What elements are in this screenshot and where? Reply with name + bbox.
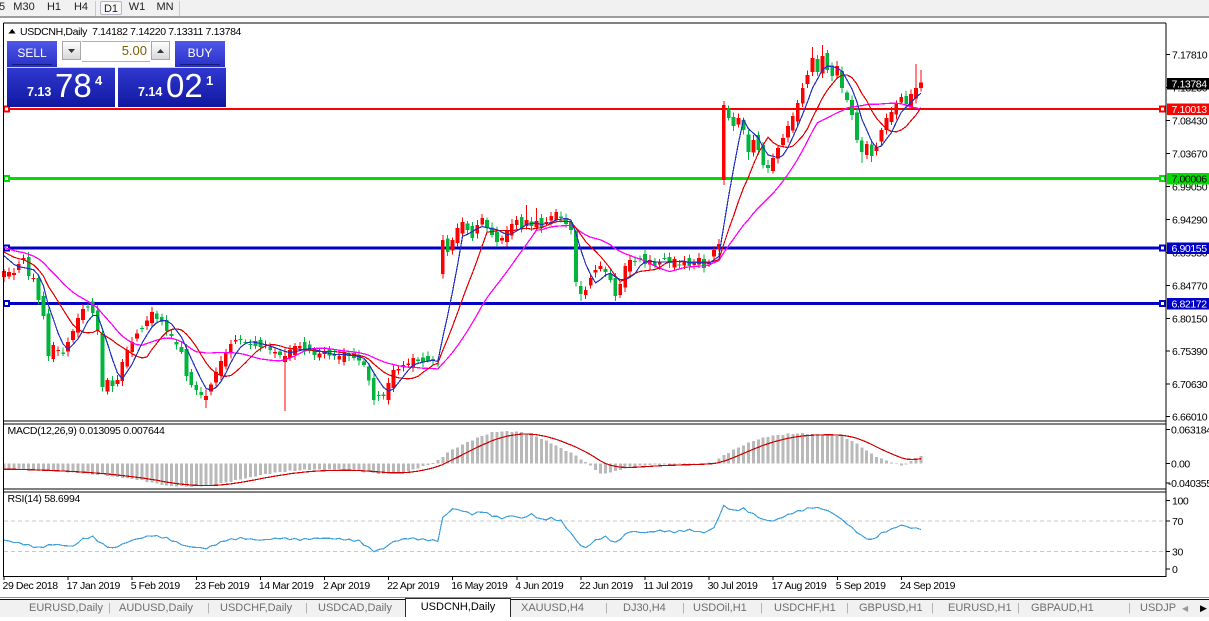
svg-text:USDCNH,Daily 7.14182 7.14220: USDCNH,Daily 7.14182 7.14220 7.13311 7.1… <box>20 26 242 38</box>
svg-text:17 Aug 2019: 17 Aug 2019 <box>772 580 827 592</box>
svg-text:11 Jul 2019: 11 Jul 2019 <box>644 580 694 592</box>
svg-text:0.00: 0.00 <box>1171 458 1190 470</box>
svg-text:22 Apr 2019: 22 Apr 2019 <box>387 580 440 592</box>
svg-text:30: 30 <box>1172 547 1183 559</box>
svg-text:6.80150: 6.80150 <box>1172 313 1208 325</box>
svg-text:5 Feb 2019: 5 Feb 2019 <box>131 580 181 592</box>
svg-text:70: 70 <box>1172 516 1183 528</box>
svg-text:-0.040355: -0.040355 <box>1168 478 1209 490</box>
svg-text:7.08430: 7.08430 <box>1172 116 1208 128</box>
svg-text:RSI(14) 58.6994: RSI(14) 58.6994 <box>8 493 81 505</box>
svg-text:7.13784: 7.13784 <box>1172 79 1208 91</box>
svg-text:MACD(12,26,9) 0.013095 0.00764: MACD(12,26,9) 0.013095 0.007644 <box>8 425 166 437</box>
svg-text:14 Mar 2019: 14 Mar 2019 <box>259 580 314 592</box>
svg-text:24 Sep 2019: 24 Sep 2019 <box>900 580 956 592</box>
svg-text:6.70630: 6.70630 <box>1172 379 1208 391</box>
svg-text:100: 100 <box>1172 496 1189 508</box>
svg-text:16 May 2019: 16 May 2019 <box>451 580 508 592</box>
svg-text:0.063184: 0.063184 <box>1171 425 1209 437</box>
svg-text:6.82172: 6.82172 <box>1172 299 1208 311</box>
svg-text:4 Jun 2019: 4 Jun 2019 <box>515 580 564 592</box>
svg-text:0: 0 <box>1172 564 1178 576</box>
svg-text:6.94290: 6.94290 <box>1172 214 1208 226</box>
svg-text:6.75390: 6.75390 <box>1172 346 1208 358</box>
svg-text:6.66010: 6.66010 <box>1172 412 1208 424</box>
svg-text:23 Feb 2019: 23 Feb 2019 <box>195 580 250 592</box>
svg-text:2 Apr 2019: 2 Apr 2019 <box>323 580 370 592</box>
svg-text:17 Jan 2019: 17 Jan 2019 <box>67 580 121 592</box>
svg-text:7.00006: 7.00006 <box>1172 174 1208 186</box>
svg-text:6.90155: 6.90155 <box>1172 243 1208 255</box>
svg-text:30 Jul 2019: 30 Jul 2019 <box>708 580 758 592</box>
svg-text:6.84770: 6.84770 <box>1172 280 1208 292</box>
svg-text:7.17810: 7.17810 <box>1172 49 1208 61</box>
svg-text:7.03670: 7.03670 <box>1172 149 1208 161</box>
svg-text:7.10013: 7.10013 <box>1172 104 1208 116</box>
svg-text:5 Sep 2019: 5 Sep 2019 <box>836 580 886 592</box>
svg-text:29 Dec 2018: 29 Dec 2018 <box>3 580 59 592</box>
svg-text:22 Jun 2019: 22 Jun 2019 <box>579 580 633 592</box>
